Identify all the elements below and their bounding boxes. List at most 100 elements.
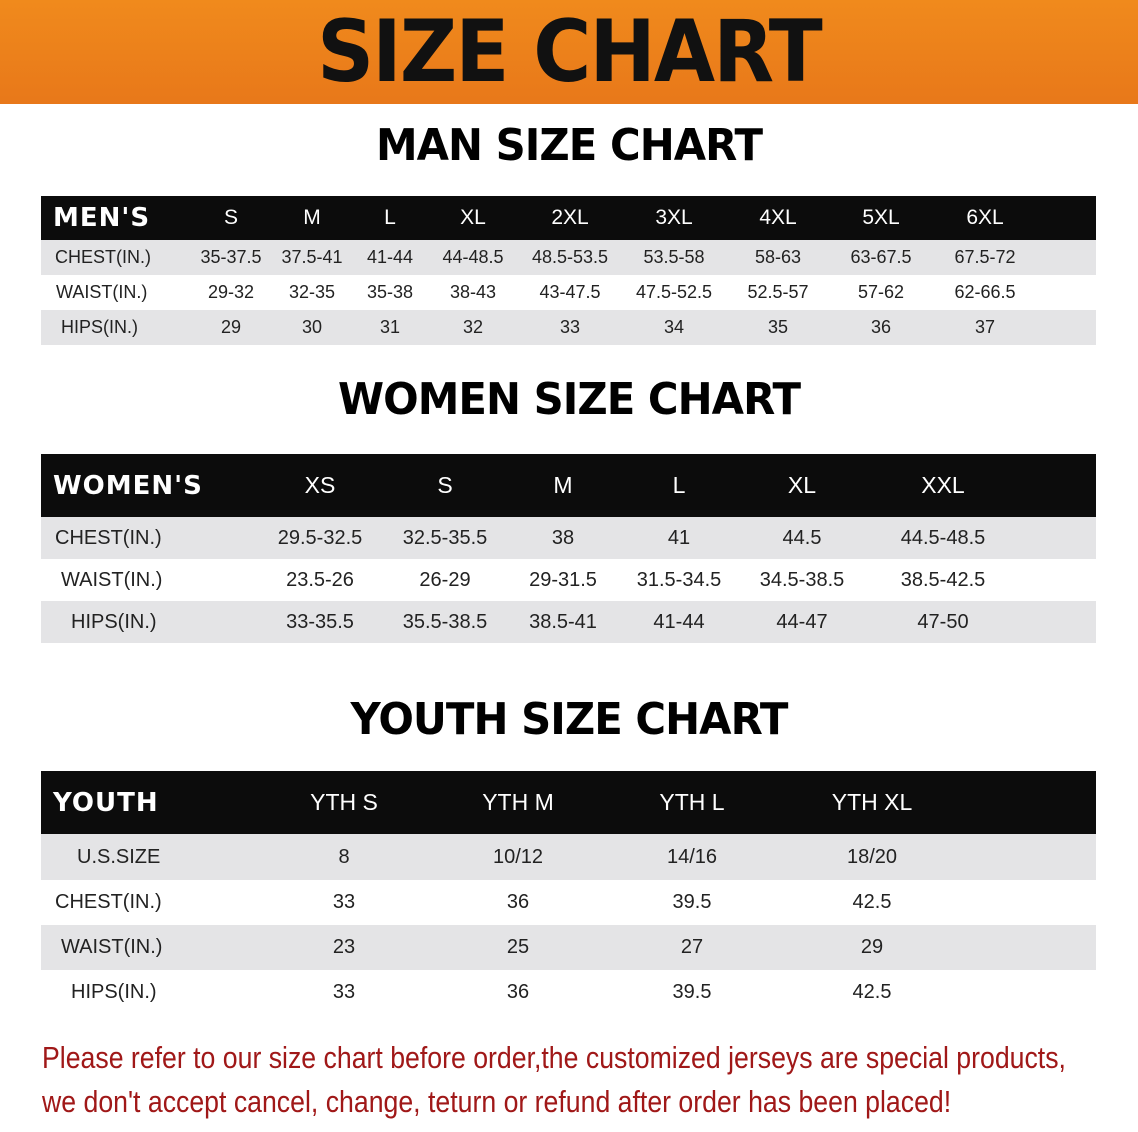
men-section-title: MAN SIZE CHART (375, 120, 763, 171)
table-cell: 48.5-53.5 (531, 247, 609, 267)
row-label: HIPS(IN.) (71, 610, 157, 633)
table-cell: 33 (559, 317, 581, 337)
table-cell: 32-35 (288, 282, 336, 302)
table-cell: 38-43 (449, 282, 497, 302)
row-label: CHEST(IN.) (55, 891, 162, 913)
table-cell: 37.5-41 (281, 247, 343, 267)
table-cell: 31.5-34.5 (636, 568, 722, 591)
row-label: CHEST(IN.) (55, 247, 151, 267)
size-column-header: 6XL (966, 206, 1004, 229)
table-row: WAIST(IN.) 23 25 27 29 (41, 925, 1096, 970)
row-label: CHEST(IN.) (55, 526, 162, 549)
table-cell: 62-66.5 (954, 282, 1016, 302)
table-cell: 14/16 (666, 845, 718, 868)
table-cell: 52.5-57 (747, 282, 809, 302)
size-column-header: 3XL (655, 206, 693, 229)
table-cell: 34.5-38.5 (759, 568, 845, 591)
table-cell: 41 (667, 526, 691, 549)
table-cell: 38 (551, 526, 575, 549)
size-column-header: 2XL (551, 206, 589, 229)
table-cell: 27 (680, 936, 704, 958)
size-column-header: XXL (921, 472, 965, 498)
table-row: U.S.SIZE 8 10/12 14/16 18/20 (41, 834, 1096, 880)
table-header-label: MEN'S (53, 203, 151, 233)
table-cell: 43-47.5 (539, 282, 601, 302)
table-row: CHEST(IN.) 33 36 39.5 42.5 (41, 880, 1096, 925)
youth-section-title: YOUTH SIZE CHART (350, 694, 788, 745)
size-column-header: 5XL (862, 206, 900, 229)
table-cell: 8 (338, 845, 350, 868)
women-size-table: WOMEN'S XS S M L XL XXL CHEST(IN.) 29.5-32.5 32.5… (41, 454, 1096, 643)
table-cell: 32.5-35.5 (402, 526, 488, 549)
table-cell: 29.5-32.5 (277, 526, 363, 549)
table-cell: 34 (663, 317, 685, 337)
row-label: HIPS(IN.) (61, 317, 139, 337)
row-label: WAIST(IN.) (61, 936, 163, 958)
table-cell: 41-44 (653, 610, 705, 633)
size-column-header: XS (304, 472, 336, 498)
size-column-header: YTH S (310, 789, 378, 815)
size-column-header: L (672, 472, 686, 498)
table-header-row: MEN'S S M L XL 2XL 3XL 4XL 5XL 6XL (41, 196, 1096, 240)
table-cell: 36 (870, 317, 892, 337)
table-cell: 10/12 (492, 845, 544, 868)
table-cell: 47-50 (917, 610, 969, 633)
table-row: HIPS(IN.) 29 30 31 32 33 34 35 36 37 (41, 310, 1096, 345)
table-cell: 26-29 (419, 568, 471, 591)
table-cell: 32 (462, 317, 484, 337)
size-column-header: YTH XL (831, 789, 913, 815)
table-cell: 18/20 (846, 845, 898, 868)
table-cell: 36 (506, 981, 530, 1003)
size-column-header: YTH M (482, 789, 554, 815)
table-cell: 30 (301, 317, 323, 337)
table-cell: 29-32 (207, 282, 255, 302)
row-label: HIPS(IN.) (71, 981, 157, 1003)
table-header-label: WOMEN'S (53, 470, 203, 501)
header-banner: SIZE CHART (0, 0, 1138, 104)
size-column-header: XL (787, 472, 817, 498)
table-cell: 36 (506, 891, 530, 913)
row-label: WAIST(IN.) (56, 282, 148, 302)
women-section-title: WOMEN SIZE CHART (337, 374, 801, 425)
table-row: WAIST(IN.) 23.5-26 26-29 29-31.5 31.5-34.5 34… (41, 559, 1096, 601)
size-column-header: XL (460, 206, 486, 229)
table-header-row: YOUTH YTH S YTH M YTH L YTH XL (41, 771, 1096, 834)
table-cell: 38.5-41 (529, 610, 597, 633)
table-header-label: YOUTH (53, 787, 159, 818)
table-cell: 53.5-58 (643, 247, 705, 267)
table-row: HIPS(IN.) 33 36 39.5 42.5 (41, 970, 1096, 1015)
size-column-header: M (553, 472, 573, 498)
size-column-header: L (384, 206, 396, 229)
table-cell: 35 (767, 317, 789, 337)
table-cell: 39.5 (672, 891, 712, 913)
table-cell: 39.5 (672, 981, 712, 1003)
table-cell: 67.5-72 (954, 247, 1016, 267)
table-cell: 42.5 (852, 981, 892, 1003)
table-header-row: WOMEN'S XS S M L XL XXL (41, 454, 1096, 517)
table-cell: 42.5 (852, 891, 892, 913)
table-cell: 44-47 (776, 610, 828, 633)
banner-title: SIZE CHART (317, 2, 823, 102)
table-cell: 44.5 (782, 526, 822, 549)
table-cell: 23 (332, 936, 356, 958)
table-cell: 47.5-52.5 (635, 282, 713, 302)
table-cell: 41-44 (366, 247, 414, 267)
table-row: CHEST(IN.) 29.5-32.5 32.5-35.5 38 41 44.5 44.5… (41, 517, 1096, 559)
table-cell: 29 (220, 317, 242, 337)
table-cell: 31 (379, 317, 401, 337)
table-cell: 38.5-42.5 (900, 568, 986, 591)
size-column-header: YTH L (659, 789, 725, 815)
table-cell: 58-63 (754, 247, 802, 267)
table-cell: 35-37.5 (200, 247, 262, 267)
size-column-header: S (437, 472, 453, 498)
table-row: HIPS(IN.) 33-35.5 35.5-38.5 38.5-41 41-44 44-… (41, 601, 1096, 643)
table-row: WAIST(IN.) 29-32 32-35 35-38 38-43 43-47.5 47.… (41, 275, 1096, 310)
row-label: WAIST(IN.) (61, 568, 163, 591)
notice-line-2: we don't accept cancel, change, teturn o… (42, 1084, 952, 1119)
notice-line-1: Please refer to our size chart before or… (42, 1040, 1066, 1075)
table-cell: 35-38 (366, 282, 414, 302)
table-cell: 33-35.5 (286, 610, 354, 633)
table-row: CHEST(IN.) 35-37.5 37.5-41 41-44 44-48.5 48.5… (41, 240, 1096, 275)
table-cell: 29-31.5 (529, 568, 597, 591)
table-cell: 57-62 (857, 282, 905, 302)
